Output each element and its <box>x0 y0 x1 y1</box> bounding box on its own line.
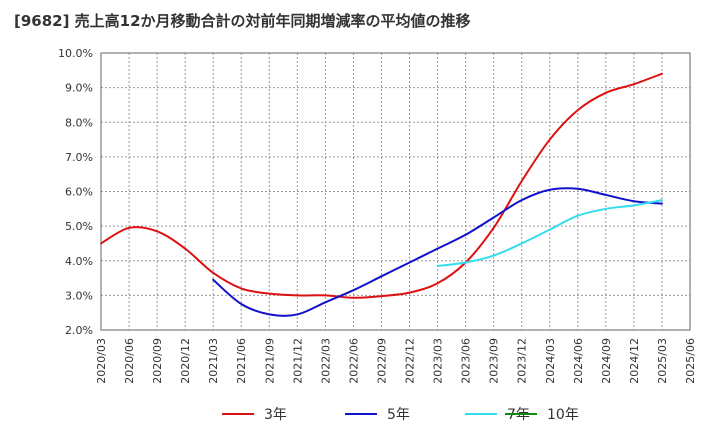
x-axis: 2020/03 2020/06 2020/09 2020/12 2021/03 2021/… <box>95 338 697 384</box>
x-tick-label: 2023/12 <box>516 338 529 384</box>
x-tick-label: 2024/12 <box>628 338 641 384</box>
legend-label-0: 3年 <box>264 407 287 423</box>
series-line-0 <box>100 72 663 299</box>
series-lines <box>100 72 663 317</box>
x-tick-label: 2022/06 <box>347 338 360 384</box>
y-tick-label: 2.0% <box>65 324 93 337</box>
y-tick-label: 7.0% <box>65 151 93 164</box>
x-tick-label: 2020/03 <box>95 338 108 384</box>
y-tick-label: 5.0% <box>65 220 93 233</box>
x-tick-label: 2023/09 <box>488 338 501 384</box>
x-tick-label: 2022/09 <box>375 338 388 384</box>
x-tick-label: 2024/03 <box>544 338 557 384</box>
x-tick-label: 2021/12 <box>291 338 304 384</box>
y-tick-label: 9.0% <box>65 82 93 95</box>
x-tick-label: 2025/03 <box>656 338 669 384</box>
x-tick-label: 2021/03 <box>207 338 220 384</box>
y-tick-label: 3.0% <box>65 289 93 302</box>
y-tick-label: 10.0% <box>58 47 93 60</box>
series-line-1 <box>212 187 663 317</box>
x-tick-label: 2023/03 <box>432 338 445 384</box>
x-tick-label: 2020/12 <box>179 338 192 384</box>
y-tick-label: 8.0% <box>65 116 93 129</box>
x-tick-label: 2025/06 <box>684 338 697 384</box>
chart-title: [9682] 売上高12か月移動合計の対前年同期増減率の平均値の推移 <box>14 12 471 30</box>
y-axis: 2.0% 3.0% 4.0% 5.0% 6.0% 7.0% 8.0% 9.0% 10.0% <box>58 47 93 337</box>
x-tick-label: 2022/03 <box>319 338 332 384</box>
x-tick-label: 2024/09 <box>600 338 613 384</box>
y-tick-label: 4.0% <box>65 255 93 268</box>
plot-frame <box>100 52 691 331</box>
x-tick-label: 2020/09 <box>151 338 164 384</box>
legend: 3年5年7年10年 <box>222 407 579 423</box>
x-tick-label: 2021/06 <box>235 338 248 384</box>
x-tick-label: 2024/06 <box>572 338 585 384</box>
x-tick-label: 2023/06 <box>460 338 473 384</box>
x-tick-label: 2021/09 <box>263 338 276 384</box>
legend-label-1: 5年 <box>387 407 410 423</box>
x-tick-label: 2020/06 <box>123 338 136 384</box>
x-tick-label: 2022/12 <box>404 338 417 384</box>
y-tick-label: 6.0% <box>65 186 93 199</box>
series-line-2 <box>436 199 663 267</box>
legend-label-3: 10年 <box>547 407 579 423</box>
